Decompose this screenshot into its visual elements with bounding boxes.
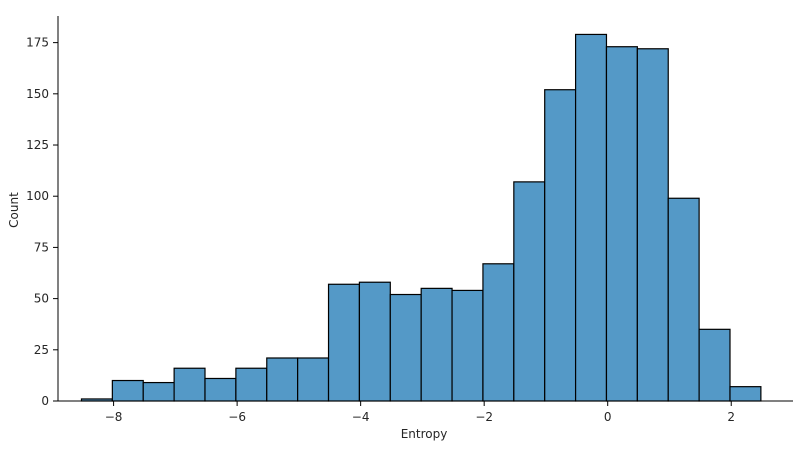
- histogram-bar: [204, 377, 237, 402]
- histogram-bar: [266, 357, 299, 402]
- y-tick-label: 100: [26, 189, 49, 203]
- histogram-bar: [667, 197, 700, 402]
- histogram-bar: [173, 367, 206, 402]
- histogram-bar: [698, 328, 731, 402]
- y-tick-label: 150: [26, 87, 49, 101]
- histogram-bar: [111, 379, 144, 402]
- histogram-bar: [358, 281, 391, 402]
- y-tick-label: 50: [34, 292, 49, 306]
- y-tick-label: 75: [34, 240, 49, 254]
- histogram-bar: [729, 386, 762, 402]
- histogram-bar: [235, 367, 268, 402]
- x-ticks-group: −8 −6 −4 −2 0 2: [105, 401, 735, 424]
- histogram-bar: [544, 89, 577, 402]
- y-tick-label: 25: [34, 343, 49, 357]
- histogram-bar: [636, 48, 669, 402]
- histogram-bar: [605, 46, 638, 402]
- y-ticks-group: 0 25 50 75 100 125 150 175: [26, 36, 58, 408]
- x-axis-label: Entropy: [401, 427, 448, 441]
- histogram-bar: [297, 357, 330, 402]
- histogram-bar: [451, 289, 484, 402]
- y-tick-label: 175: [26, 36, 49, 50]
- x-tick-label: −8: [105, 410, 123, 424]
- histogram-bar: [327, 283, 361, 402]
- x-tick-label: 2: [727, 410, 735, 424]
- x-tick-label: −6: [228, 410, 246, 424]
- x-tick-label: −2: [475, 410, 493, 424]
- histogram-bar: [142, 381, 175, 402]
- x-tick-label: 0: [604, 410, 612, 424]
- histogram-bar: [513, 181, 546, 402]
- histogram-bar: [574, 33, 608, 402]
- x-tick-label: −4: [352, 410, 370, 424]
- bars-group: [80, 33, 762, 402]
- histogram-bar: [389, 293, 422, 402]
- y-axis-label: Count: [7, 192, 21, 228]
- y-tick-label: 0: [41, 394, 49, 408]
- y-tick-label: 125: [26, 138, 49, 152]
- histogram-bar: [420, 287, 453, 402]
- histogram-bar: [482, 263, 515, 402]
